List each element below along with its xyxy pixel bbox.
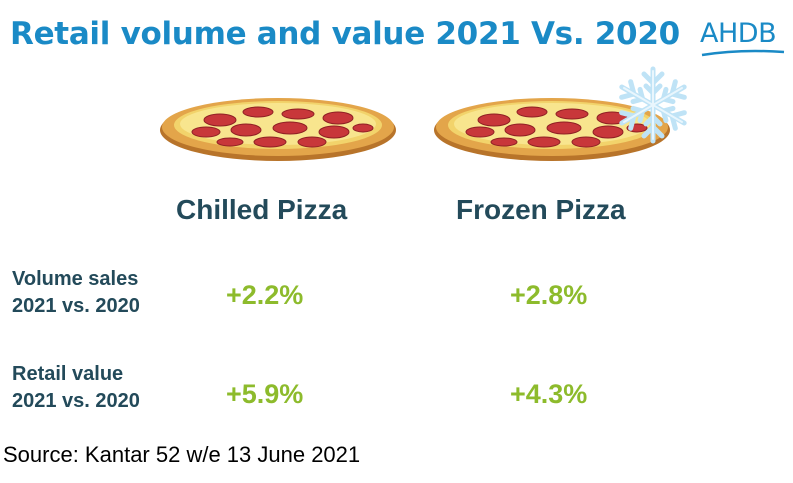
logo-text: AHDB [700, 18, 776, 49]
value-frozen-retail: +4.3% [510, 379, 587, 410]
column-heading-frozen-pizza: Frozen Pizza [456, 194, 626, 226]
chilled-pizza-icon [158, 92, 398, 162]
row-label-retail-value: Retail value 2021 vs. 2020 [12, 361, 140, 415]
row-label-line: 2021 vs. 2020 [12, 388, 140, 415]
ahdb-logo: AHDB [700, 18, 786, 58]
value-frozen-volume: +2.8% [510, 280, 587, 311]
value-chilled-volume: +2.2% [226, 280, 303, 311]
row-label-line: Volume sales [12, 266, 140, 293]
source-note: Source: Kantar 52 w/e 13 June 2021 [3, 442, 360, 468]
page-title: Retail volume and value 2021 Vs. 2020 [10, 16, 680, 52]
row-label-line: Retail value [12, 361, 140, 388]
row-label-volume-sales: Volume sales 2021 vs. 2020 [12, 266, 140, 320]
snowflake-icon [612, 64, 694, 146]
value-chilled-retail: +5.9% [226, 379, 303, 410]
row-label-line: 2021 vs. 2020 [12, 293, 140, 320]
column-heading-chilled-pizza: Chilled Pizza [176, 194, 347, 226]
logo-swoosh-icon [700, 48, 786, 58]
